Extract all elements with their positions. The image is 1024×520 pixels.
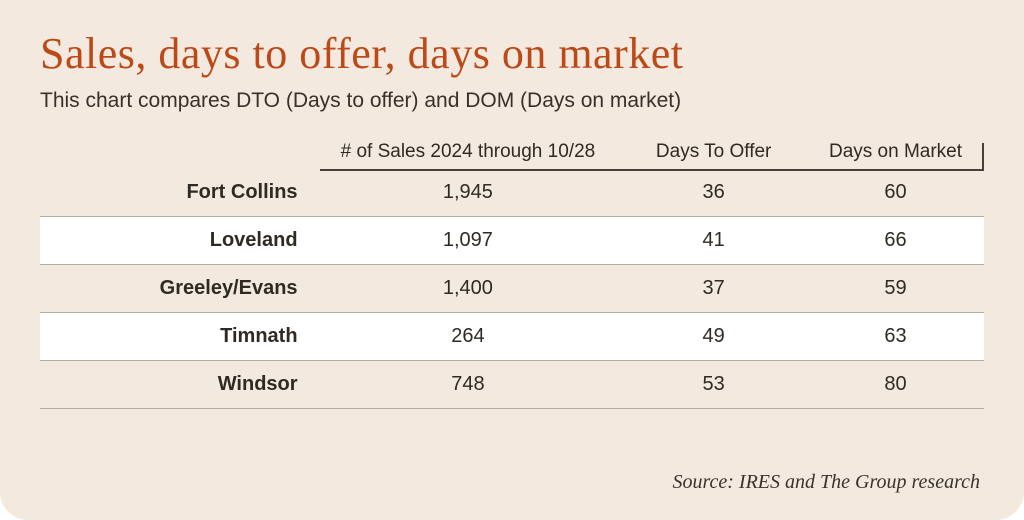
dom-cell: 63 — [807, 325, 984, 348]
dom-cell: 59 — [807, 277, 984, 300]
header-right-tick — [982, 143, 984, 169]
dom-cell: 60 — [807, 181, 984, 204]
dto-cell: 36 — [620, 181, 807, 204]
dto-cell: 41 — [620, 229, 807, 252]
table-header-row: # of Sales 2024 through 10/28 Days To Of… — [40, 141, 984, 169]
table-row: Windsor7485380 — [40, 361, 984, 409]
city-cell: Timnath — [40, 325, 316, 348]
dto-cell: 37 — [620, 277, 807, 300]
table-row: Loveland1,0974166 — [40, 217, 984, 265]
data-table: # of Sales 2024 through 10/28 Days To Of… — [40, 141, 984, 409]
sales-cell: 264 — [316, 325, 621, 348]
table-row: Fort Collins1,9453660 — [40, 169, 984, 217]
dom-cell: 66 — [807, 229, 984, 252]
chart-card: Sales, days to offer, days on market Thi… — [0, 0, 1024, 520]
sales-cell: 1,945 — [316, 181, 621, 204]
sales-cell: 1,400 — [316, 277, 621, 300]
city-cell: Greeley/Evans — [40, 277, 316, 300]
col-header-dom: Days on Market — [807, 141, 984, 163]
table-row: Timnath2644963 — [40, 313, 984, 361]
col-header-sales: # of Sales 2024 through 10/28 — [316, 141, 621, 163]
sales-cell: 748 — [316, 373, 621, 396]
dto-cell: 53 — [620, 373, 807, 396]
table-row: Greeley/Evans1,4003759 — [40, 265, 984, 313]
dto-cell: 49 — [620, 325, 807, 348]
source-attribution: Source: IRES and The Group research — [672, 471, 980, 494]
sales-cell: 1,097 — [316, 229, 621, 252]
city-cell: Fort Collins — [40, 181, 316, 204]
header-underline — [320, 169, 984, 171]
table-body: Fort Collins1,9453660Loveland1,0974166Gr… — [40, 169, 984, 409]
city-cell: Loveland — [40, 229, 316, 252]
chart-title: Sales, days to offer, days on market — [40, 28, 984, 79]
col-header-dto: Days To Offer — [620, 141, 807, 163]
city-cell: Windsor — [40, 373, 316, 396]
chart-subtitle: This chart compares DTO (Days to offer) … — [40, 89, 984, 113]
dom-cell: 80 — [807, 373, 984, 396]
